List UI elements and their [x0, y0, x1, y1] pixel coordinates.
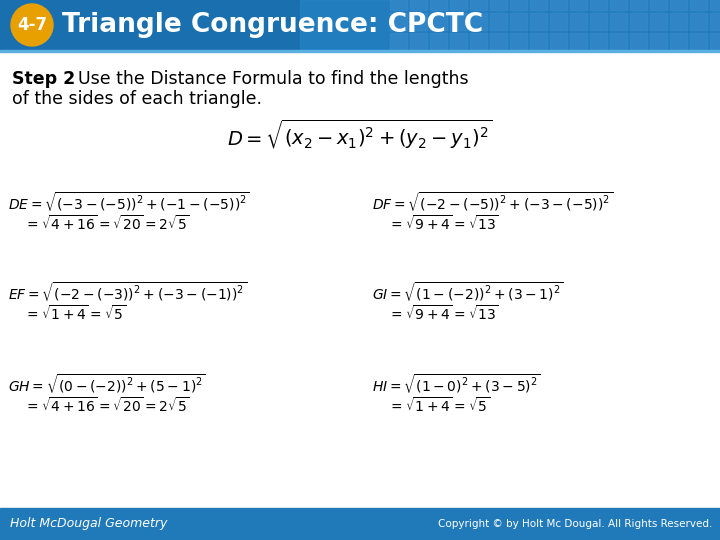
Bar [670, 0, 687, 10]
Bar [610, 0, 627, 10]
Bar [610, 33, 627, 50]
Text: Step 2: Step 2 [12, 70, 76, 88]
Bar [590, 33, 607, 50]
Bar [590, 0, 607, 10]
Text: $GH = \sqrt{(0-(-2))^2+(5-1)^2}$: $GH = \sqrt{(0-(-2))^2+(5-1)^2}$ [8, 372, 206, 396]
Circle shape [11, 4, 53, 46]
Text: $= \sqrt{1+4} = \sqrt{5}$: $= \sqrt{1+4} = \sqrt{5}$ [388, 396, 490, 415]
Bar [430, 33, 447, 50]
Text: $HI = \sqrt{(1-0)^2+(3-5)^2}$: $HI = \sqrt{(1-0)^2+(3-5)^2}$ [372, 372, 541, 396]
Text: $= \sqrt{9+4} = \sqrt{13}$: $= \sqrt{9+4} = \sqrt{13}$ [388, 305, 499, 323]
Bar [470, 0, 487, 10]
Bar [450, 33, 467, 50]
Bar [510, 13, 527, 30]
Text: $EF = \sqrt{(-2-(-3))^2+(-3-(-1))^2}$: $EF = \sqrt{(-2-(-3))^2+(-3-(-1))^2}$ [8, 280, 247, 304]
Bar [670, 13, 687, 30]
Bar [510, 33, 527, 50]
Bar [470, 33, 487, 50]
Bar [650, 13, 667, 30]
Text: $= \sqrt{4+16} = \sqrt{20} = 2\sqrt{5}$: $= \sqrt{4+16} = \sqrt{20} = 2\sqrt{5}$ [24, 396, 190, 415]
Text: $DF = \sqrt{(-2-(-5))^2+(-3-(-5))^2}$: $DF = \sqrt{(-2-(-5))^2+(-3-(-5))^2}$ [372, 190, 613, 214]
Bar [570, 33, 587, 50]
Text: Holt McDougal Geometry: Holt McDougal Geometry [10, 517, 167, 530]
Bar [410, 0, 427, 10]
Bar [300, 0, 720, 50]
Bar [710, 33, 720, 50]
Text: $GI = \sqrt{(1-(-2))^2+(3-1)^2}$: $GI = \sqrt{(1-(-2))^2+(3-1)^2}$ [372, 280, 564, 304]
Bar [430, 0, 447, 10]
Bar [470, 13, 487, 30]
Bar [670, 33, 687, 50]
Bar [490, 0, 507, 10]
Bar [610, 13, 627, 30]
Text: Triangle Congruence: CPCTC: Triangle Congruence: CPCTC [62, 12, 483, 38]
Bar [530, 13, 547, 30]
Text: $= \sqrt{9+4} = \sqrt{13}$: $= \sqrt{9+4} = \sqrt{13}$ [388, 214, 499, 233]
Bar [570, 13, 587, 30]
Text: Use the Distance Formula to find the lengths: Use the Distance Formula to find the len… [67, 70, 469, 88]
Bar [0, 508, 720, 540]
Bar [0, 0, 720, 50]
Text: $D = \sqrt{(x_2 - x_1)^2 + (y_2 - y_1)^2}$: $D = \sqrt{(x_2 - x_1)^2 + (y_2 - y_1)^2… [227, 117, 493, 151]
Text: Copyright © by Holt Mc Dougal. All Rights Reserved.: Copyright © by Holt Mc Dougal. All Right… [438, 519, 712, 529]
Bar [430, 13, 447, 30]
Text: of the sides of each triangle.: of the sides of each triangle. [12, 90, 262, 108]
Bar [630, 13, 647, 30]
Bar [390, 0, 407, 10]
Text: $= \sqrt{1+4} = \sqrt{5}$: $= \sqrt{1+4} = \sqrt{5}$ [24, 305, 126, 323]
Text: $= \sqrt{4+16} = \sqrt{20} = 2\sqrt{5}$: $= \sqrt{4+16} = \sqrt{20} = 2\sqrt{5}$ [24, 214, 190, 233]
Bar [510, 0, 527, 10]
Bar [650, 0, 667, 10]
Bar [550, 33, 567, 50]
Bar [450, 13, 467, 30]
Bar [710, 13, 720, 30]
Bar [630, 33, 647, 50]
Bar [390, 13, 407, 30]
Bar [650, 33, 667, 50]
Bar [570, 0, 587, 10]
Bar [490, 13, 507, 30]
Bar [0, 50, 720, 508]
Bar [550, 13, 567, 30]
Bar [530, 33, 547, 50]
Bar [490, 33, 507, 50]
Bar [550, 0, 567, 10]
Bar [410, 13, 427, 30]
Text: 4-7: 4-7 [17, 16, 47, 34]
Bar [710, 0, 720, 10]
Text: $DE = \sqrt{(-3-(-5))^2+(-1-(-5))^2}$: $DE = \sqrt{(-3-(-5))^2+(-1-(-5))^2}$ [8, 190, 250, 214]
Bar [630, 0, 647, 10]
Bar [690, 33, 707, 50]
Bar [390, 33, 407, 50]
Bar [450, 0, 467, 10]
Bar [530, 0, 547, 10]
Bar [690, 13, 707, 30]
Bar [690, 0, 707, 10]
Bar [590, 13, 607, 30]
Bar [0, 50, 720, 52]
Bar [410, 33, 427, 50]
